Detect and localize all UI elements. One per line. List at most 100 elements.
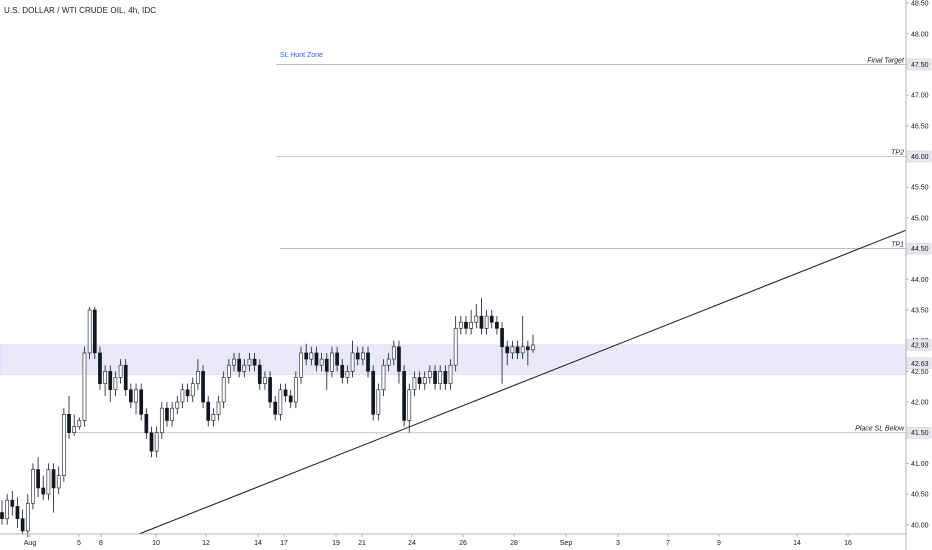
candle-body xyxy=(386,358,391,366)
candle xyxy=(479,297,484,335)
price-box: 41.50 xyxy=(906,426,932,439)
candle xyxy=(386,352,391,372)
candle-body xyxy=(350,352,355,372)
candle xyxy=(500,322,504,384)
candle xyxy=(206,395,211,427)
candle xyxy=(484,309,489,335)
candle-body xyxy=(175,401,180,409)
time-tick-label: 10 xyxy=(152,540,160,547)
candle xyxy=(417,371,422,390)
price-tick-label: 41.00 xyxy=(911,461,929,468)
candle-body xyxy=(134,389,138,403)
time-axis[interactable]: Aug 5 8 10 12 14 17 19 21 24 26 28 Sep 3 7 9 14 16 xyxy=(0,533,906,547)
candle-body xyxy=(314,352,319,366)
candle xyxy=(345,365,350,384)
candle xyxy=(15,497,20,528)
candle-body xyxy=(402,371,406,421)
trendline-layer[interactable] xyxy=(138,229,907,535)
candle-body xyxy=(72,426,77,434)
time-tick-label: 17 xyxy=(280,540,288,547)
candle-body xyxy=(489,315,494,323)
candle-body xyxy=(46,469,51,495)
trendline[interactable] xyxy=(138,229,907,535)
candle-body xyxy=(397,346,401,372)
candle-body xyxy=(520,346,525,354)
candle-body xyxy=(438,371,443,384)
price-box-bg xyxy=(906,242,932,255)
zone-rect xyxy=(0,344,907,375)
candle-body xyxy=(505,346,510,354)
candle xyxy=(221,371,226,409)
candle-body xyxy=(237,358,241,372)
candle xyxy=(453,316,458,372)
time-tick-label: 8 xyxy=(99,540,103,547)
price-box-bg xyxy=(906,426,932,439)
candle xyxy=(103,365,107,396)
candle xyxy=(443,365,448,390)
candle xyxy=(366,346,370,378)
price-tick-label: 48.50 xyxy=(911,1,929,8)
price-tick-label: 45.00 xyxy=(911,215,929,222)
price-box-bg xyxy=(906,357,932,370)
candle xyxy=(232,352,236,372)
candle-body xyxy=(263,377,267,384)
time-tick-label: 3 xyxy=(616,540,620,547)
candle xyxy=(304,343,309,366)
candle xyxy=(257,359,262,390)
level-label: Place SL Below xyxy=(855,426,905,433)
candle-body xyxy=(510,346,515,354)
candle-body xyxy=(159,407,164,434)
candle xyxy=(129,383,133,409)
candle xyxy=(515,340,520,360)
candle-body xyxy=(92,309,97,354)
candle xyxy=(330,346,334,378)
candle-body xyxy=(196,371,200,384)
price-tick-label: 46.50 xyxy=(911,123,929,130)
candle-body xyxy=(51,469,56,489)
candle-body xyxy=(180,389,185,403)
price-box: 42.63 xyxy=(906,357,932,370)
candle-body xyxy=(464,321,468,329)
candle xyxy=(0,500,4,525)
candle xyxy=(412,371,417,396)
price-box-bg xyxy=(906,339,932,351)
candle-body xyxy=(525,346,530,351)
price-tick-label: 42.00 xyxy=(911,400,929,407)
candle-body xyxy=(283,389,288,397)
candle xyxy=(20,509,25,534)
candle xyxy=(77,417,82,430)
candle xyxy=(309,346,314,366)
candle-body xyxy=(278,389,283,415)
price-box-label: 46.00 xyxy=(911,154,929,161)
candle xyxy=(355,346,360,366)
candle xyxy=(31,463,35,510)
candle xyxy=(25,494,30,538)
target-levels: Final Target TP2 TP1 Place SL Below xyxy=(72,57,906,434)
candle xyxy=(237,352,241,378)
candle xyxy=(242,359,247,378)
price-tick-label: 47.00 xyxy=(911,93,929,100)
candle xyxy=(474,303,479,329)
candle xyxy=(46,463,51,501)
candle xyxy=(72,414,77,436)
candle-body xyxy=(185,389,190,397)
candle xyxy=(469,309,473,335)
candle-body xyxy=(257,364,262,384)
candle-body xyxy=(391,346,396,360)
candle xyxy=(350,340,355,378)
time-tick-label: Aug xyxy=(24,540,37,547)
candle xyxy=(314,346,319,372)
candle xyxy=(319,352,324,372)
time-tick-label: Sep xyxy=(560,540,573,547)
price-axis[interactable]: 40.0040.5041.0041.5042.0042.5043.0043.50… xyxy=(905,0,929,550)
time-tick-label: 21 xyxy=(358,540,366,547)
candle xyxy=(531,334,535,353)
candle-body xyxy=(366,352,370,372)
candle-body xyxy=(247,358,252,366)
candle xyxy=(407,383,412,433)
candle xyxy=(36,457,40,498)
candlestick-series xyxy=(0,297,535,538)
candle-body xyxy=(149,432,154,452)
candle xyxy=(324,352,329,390)
